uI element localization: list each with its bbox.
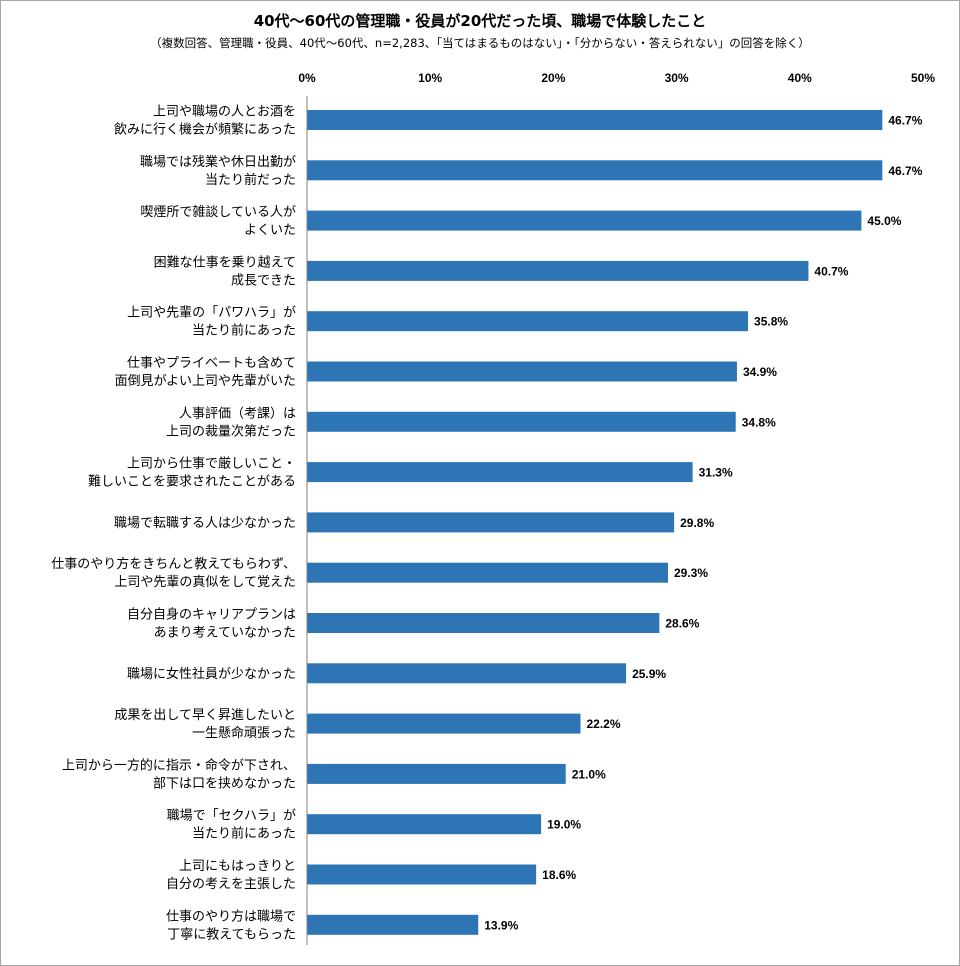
bar [307,260,809,281]
bar [307,864,537,885]
bar [307,814,542,835]
data-label: 13.9% [484,918,518,932]
bar [307,914,479,935]
bar [307,462,693,483]
data-label: 46.7% [888,114,922,128]
category-label: 職場で「セクハラ」が当たり前にあった [167,809,296,842]
data-label: 29.8% [680,516,714,530]
data-label: 28.6% [665,617,699,631]
data-label: 40.7% [814,264,848,278]
bar [307,713,581,734]
category-label: 成果を出して早く昇進したいと一生懸命頑張った [114,708,296,741]
category-label: 喫煙所で雑談している人がよくいた [140,204,296,238]
category-label: 仕事やプライベートも含めて面倒見がよい上司や先輩がいた [115,355,296,389]
data-label: 29.3% [674,566,708,580]
bar [307,210,862,231]
category-label: 職場では残業や休日出勤が当たり前だった [140,154,296,188]
bar [307,411,736,432]
category-label: 上司から仕事で厳しいこと・難しいことを要求されたことがある [88,457,296,490]
category-label: 困難な仕事を乗り越えて成長できた [154,255,296,288]
x-tick-label: 0% [298,71,316,85]
data-label: 31.3% [699,466,733,480]
data-label: 18.6% [542,868,576,882]
x-tick-label: 10% [418,71,442,85]
chart-title: 40代～60代の管理職・役員が20代だった頃、職場で体験したこと [253,12,707,30]
category-label: 仕事のやり方は職場で丁寧に教えてもらった [166,908,296,942]
bar [307,763,566,784]
category-label: 仕事のやり方をきちんと教えてもらわず、上司や先輩の真似をして覚えた [51,556,296,590]
bar [307,311,749,332]
category-label: 人事評価（考課）は上司の裁量次第だった [166,405,296,439]
bar [307,562,668,583]
data-label: 19.0% [547,818,581,832]
data-label: 21.0% [572,767,606,781]
category-label: 上司や先輩の「パワハラ」が当たり前にあった [127,306,296,339]
bar [307,160,883,181]
bar [307,663,627,684]
category-label: 職場に女性社員が少なかった [127,666,296,682]
bar [307,512,675,533]
data-label: 25.9% [632,667,666,681]
category-label: 上司から一方的に指示・命令が下され、部下は口を挟めなかった [62,757,296,791]
x-tick-label: 20% [541,71,565,85]
category-label: 職場で転職する人は少なかった [114,516,296,531]
chart-subtitle: （複数回答、管理職・役員、40代～60代、n=2,283、「当てはまるものはない… [150,36,810,50]
data-label: 45.0% [867,214,901,228]
category-label: 自分自身のキャリアプランはあまり考えていなかった [127,607,296,641]
category-label: 上司や職場の人とお酒を飲みに行く機会が頻繁にあった [114,105,296,138]
data-label: 34.9% [743,365,777,379]
bar [307,361,737,382]
data-label: 46.7% [888,164,922,178]
data-label: 22.2% [587,717,621,731]
x-tick-label: 40% [788,71,812,85]
bar [307,110,883,130]
x-tick-label: 50% [911,71,935,85]
bar [307,613,660,633]
category-label: 上司にもはっきりと自分の考えを主張した [166,859,296,892]
x-tick-label: 30% [665,71,689,85]
data-label: 34.8% [742,415,776,429]
data-label: 35.8% [754,315,788,329]
